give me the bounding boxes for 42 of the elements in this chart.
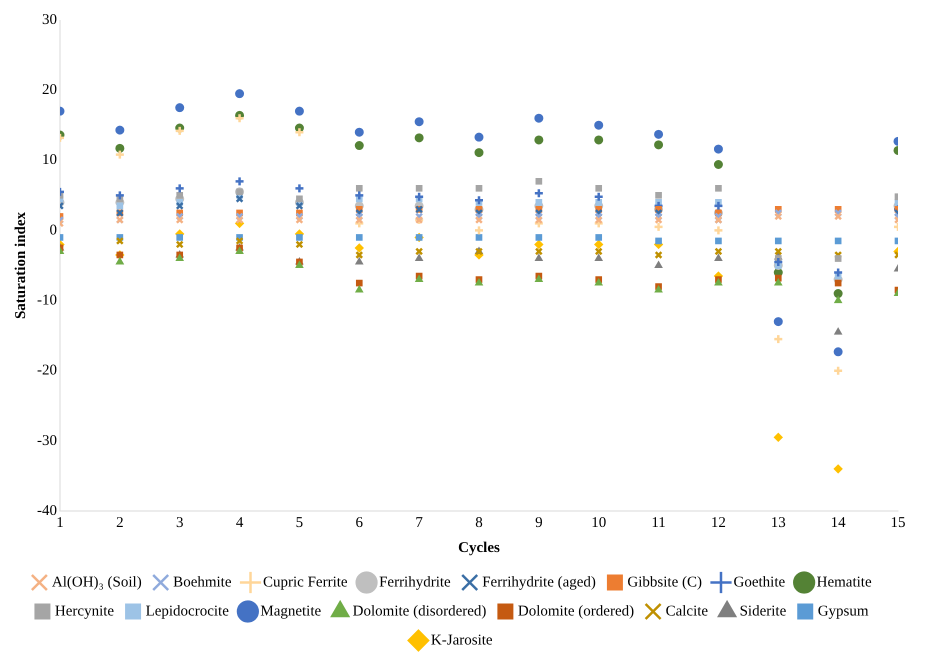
x-tick-label: 10 (591, 514, 606, 531)
legend-label: Boehmite (173, 574, 232, 590)
x-tick-label: 1 (56, 514, 64, 531)
legend-label: Ferrihydrite (aged) (482, 574, 596, 590)
legend-label: Dolomite (disordered) (352, 603, 486, 620)
legend-label: Gypsum (818, 603, 869, 620)
legend-label: Lepidocrocite (146, 603, 230, 620)
x-tick-label: 4 (236, 514, 244, 531)
legend-label: K-Jarosite (430, 632, 493, 648)
x-tick-label: 13 (770, 514, 786, 531)
y-tick-label: -30 (36, 432, 57, 449)
x-tick-label: 14 (830, 514, 846, 531)
legend-label: Magnetite (260, 603, 322, 620)
y-tick-label: -40 (36, 502, 57, 519)
y-tick-label: 30 (42, 12, 57, 28)
x-axis-title: Cycles (458, 540, 500, 556)
y-tick-label: -20 (36, 362, 57, 379)
y-axis-title: Saturation index (12, 211, 29, 320)
x-tick-label: 3 (176, 514, 184, 531)
x-tick-label: 5 (296, 514, 304, 531)
x-tick-label: 9 (535, 514, 543, 531)
x-tick-label: 7 (415, 514, 424, 531)
legend-label: Hercynite (54, 603, 114, 620)
y-tick-label: -10 (36, 292, 57, 309)
legend-label: Cupric Ferrite (263, 574, 348, 590)
x-tick-label: 6 (356, 514, 364, 531)
x-tick-label: 15 (890, 514, 906, 531)
x-tick-label: 2 (116, 514, 124, 531)
legend-label: Goethite (733, 574, 786, 590)
x-tick-label: 11 (651, 514, 666, 531)
legend-label: Gibbsite (C) (627, 574, 702, 590)
x-tick-label: 12 (710, 514, 726, 531)
legend-label: Ferrihydrite (379, 574, 452, 590)
legend-label: Hematite (816, 574, 872, 590)
legend-label: Al(OH)₃ (Soil) (52, 574, 142, 590)
x-tick-label: 8 (475, 514, 483, 531)
legend-label: Siderite (740, 603, 787, 620)
y-tick-label: 0 (49, 222, 57, 238)
legend-label: Dolomite (ordered) (518, 603, 634, 620)
y-tick-label: 10 (42, 152, 57, 168)
y-tick-label: 20 (42, 82, 57, 98)
legend-label: Calcite (666, 603, 708, 620)
